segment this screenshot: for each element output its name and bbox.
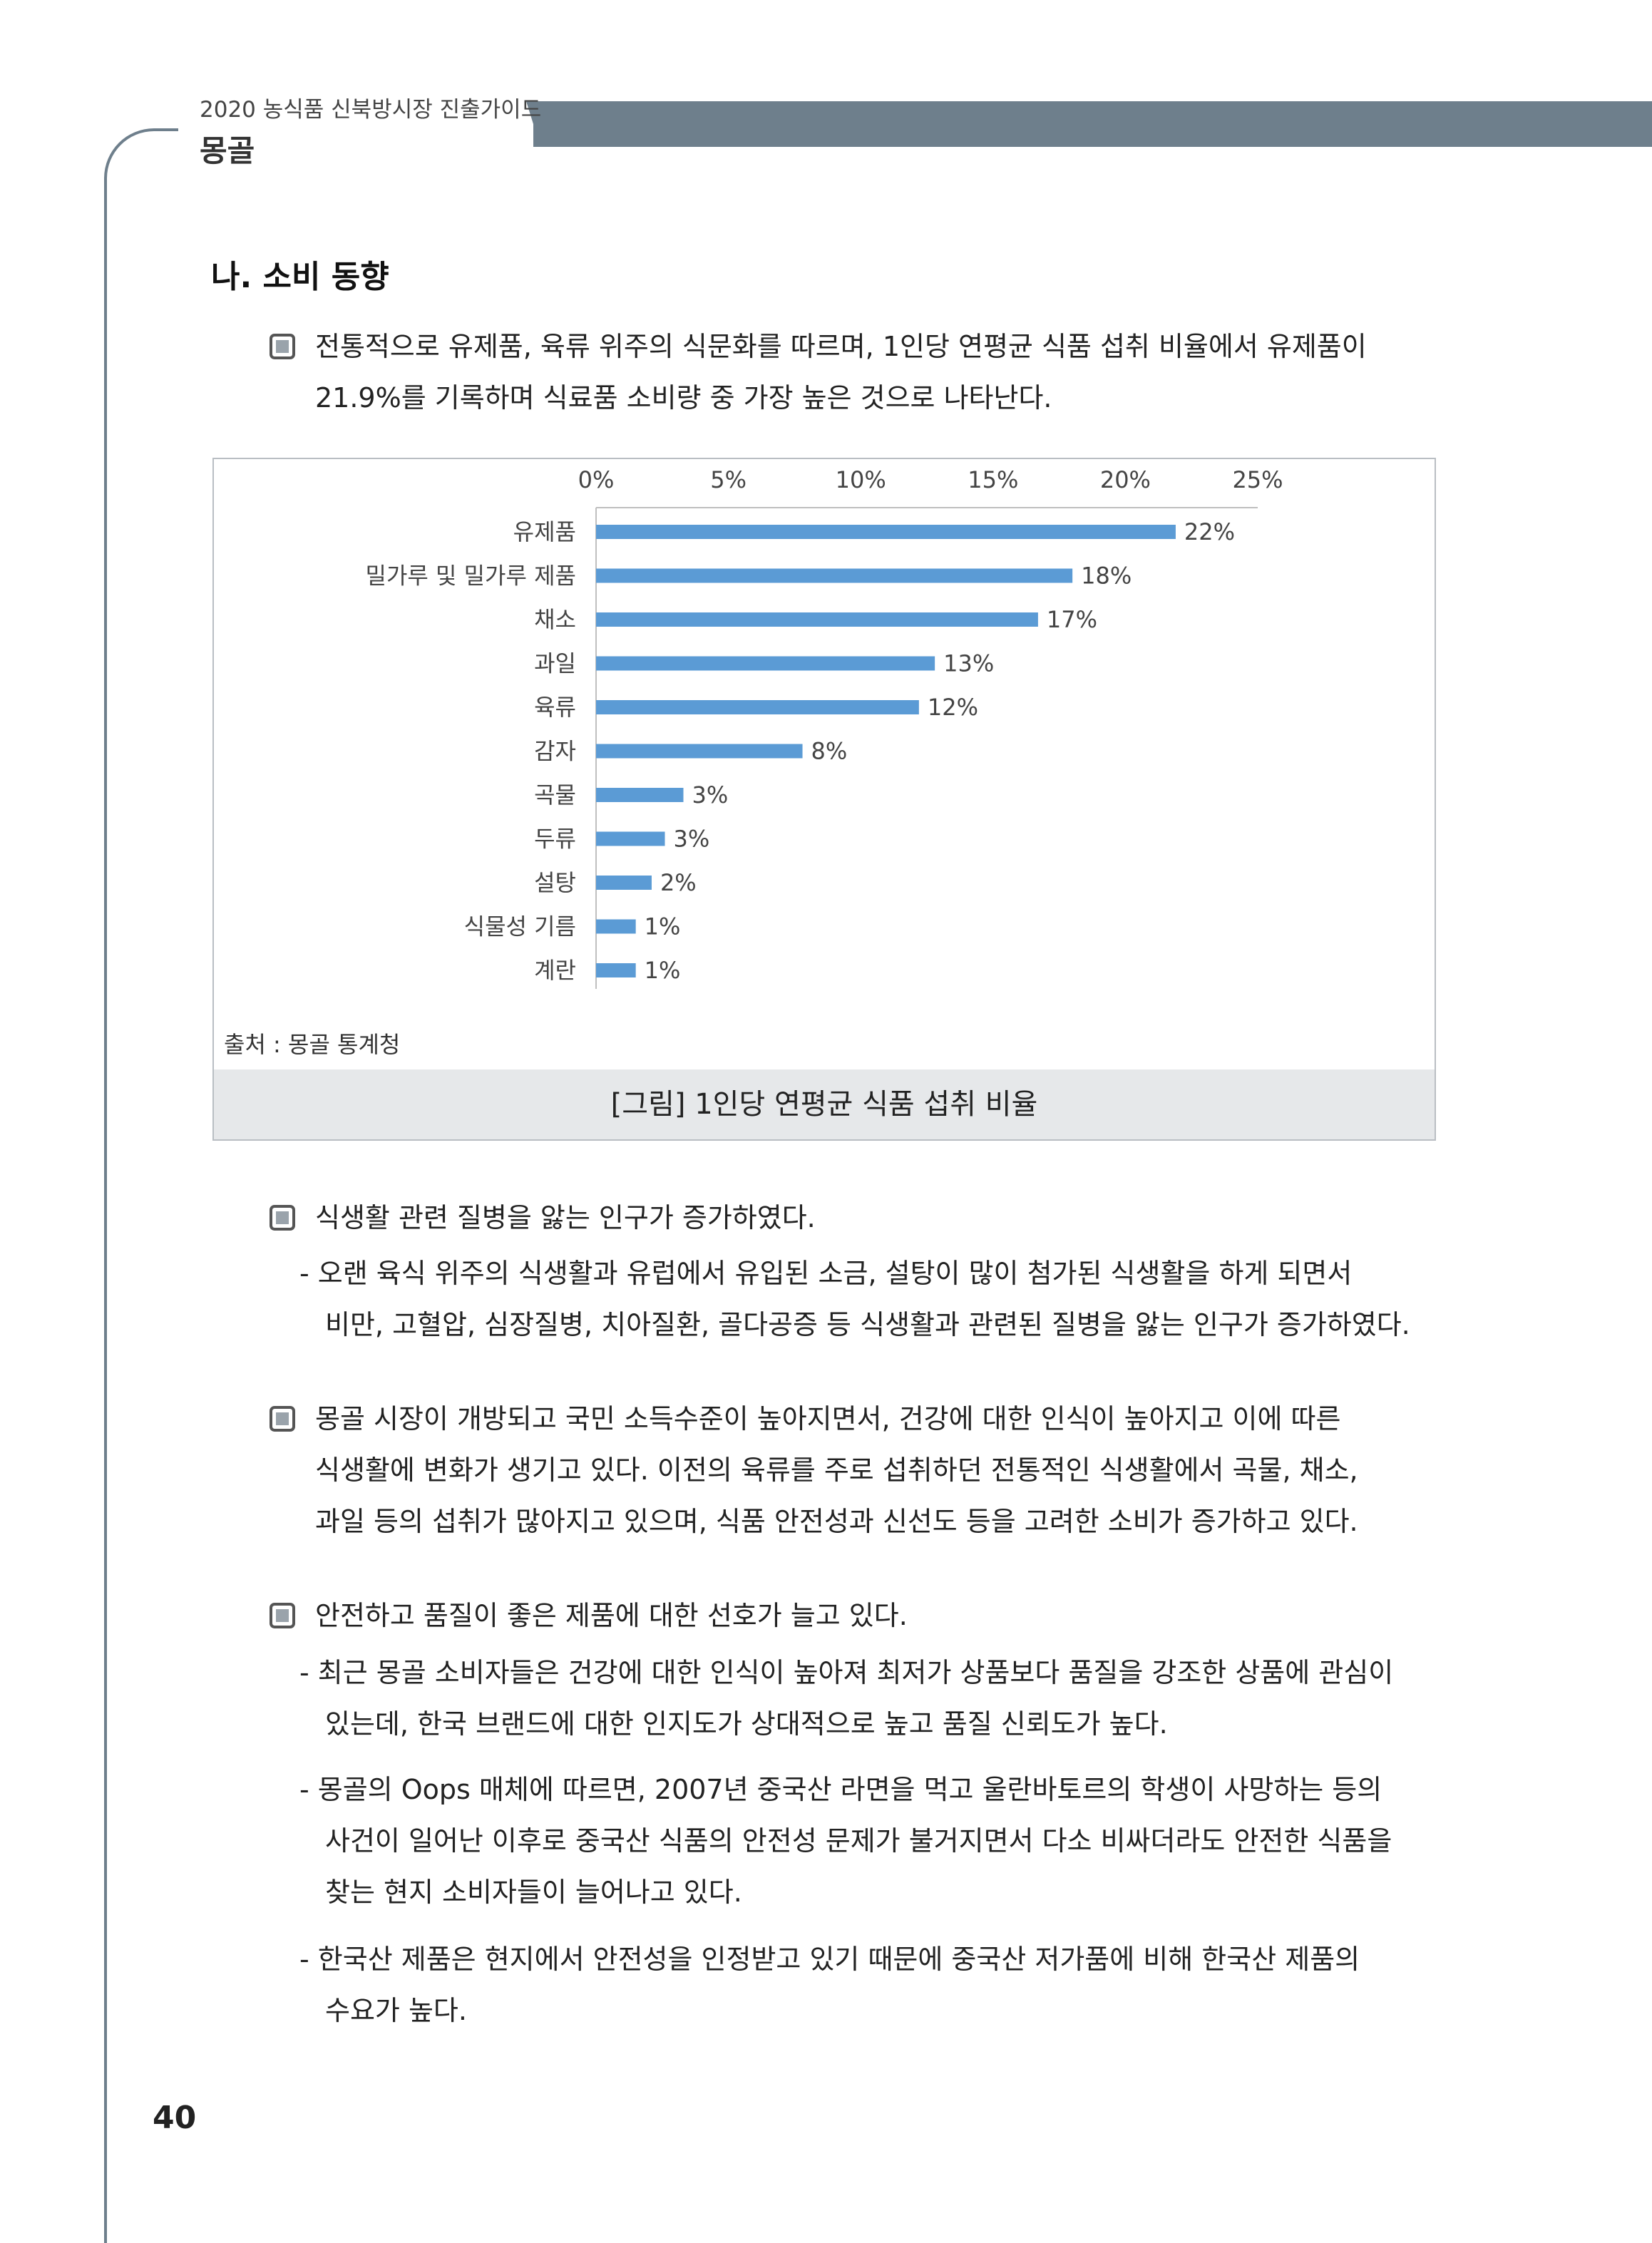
bar <box>596 568 1073 583</box>
category-label: 두류 <box>534 826 576 853</box>
sub-item: - 한국산 제품은 현지에서 안전성을 인정받고 있기 때문에 중국산 저가품에… <box>299 1934 1360 2036</box>
bar <box>596 876 652 890</box>
bullet-box-icon <box>270 334 295 359</box>
paragraph-line: 식생활에 변화가 생기고 있다. 이전의 육류를 주로 섭취하던 전통적인 식생… <box>315 1454 1358 1486</box>
sub-item-line: - 최근 몽골 소비자들은 건강에 대한 인식이 높아져 최저가 상품보다 품질… <box>299 1657 1394 1688</box>
country-title: 몽골 <box>200 133 255 168</box>
bar <box>596 831 665 846</box>
bar <box>596 525 1176 539</box>
category-label: 유제품 <box>513 518 576 545</box>
data-label: 2% <box>660 869 697 896</box>
figure-frame <box>212 458 1436 1141</box>
header-bar <box>533 101 1652 147</box>
bullet-paragraph: 식생활 관련 질병을 앓는 인구가 증가하였다. <box>315 1192 1435 1243</box>
x-tick-label: 10% <box>836 466 886 493</box>
bullet-paragraph: 안전하고 품질이 좋은 제품에 대한 선호가 늘고 있다. <box>315 1590 1435 1641</box>
bar <box>596 612 1038 627</box>
sub-item-line: - 한국산 제품은 현지에서 안전성을 인정받고 있기 때문에 중국산 저가품에… <box>299 1944 1360 1975</box>
margin-line <box>104 128 178 2243</box>
category-label: 밀가루 및 밀가루 제품 <box>366 563 576 590</box>
data-label: 1% <box>645 957 681 984</box>
section-heading: 나. 소비 동향 <box>211 259 389 295</box>
bar <box>596 744 803 759</box>
data-label: 12% <box>928 694 978 721</box>
bar <box>596 788 684 802</box>
data-label: 22% <box>1184 518 1235 545</box>
bar-chart: 0% 5% 10% 15% 20% 25% 유제품 22% 밀가루 및 밀가루 제품 18% 채소 1… <box>366 466 1283 989</box>
category-label: 식물성 기름 <box>464 913 576 940</box>
x-tick-label: 15% <box>968 466 1018 493</box>
sub-item-line: - 오랜 육식 위주의 식생활과 유럽에서 유입된 소금, 설탕이 많이 첨가된… <box>299 1258 1353 1289</box>
sub-item-line: 비만, 고혈압, 심장질병, 치아질환, 골다공증 등 식생활과 관련된 질병을… <box>325 1309 1410 1340</box>
paragraph-line: 몽골 시장이 개방되고 국민 소득수준이 높아지면서, 건강에 대한 인식이 높… <box>315 1403 1341 1434</box>
data-label: 8% <box>811 738 848 765</box>
data-label: 3% <box>692 781 728 809</box>
data-label: 13% <box>943 650 994 677</box>
figure-source: 출처 : 몽골 통계청 <box>224 1031 401 1058</box>
paragraph-line: 전통적으로 유제품, 육류 위주의 식문화를 따르며, 1인당 연평균 식품 섭… <box>315 331 1367 362</box>
data-label: 3% <box>674 826 710 853</box>
bullet-paragraph: 몽골 시장이 개방되고 국민 소득수준이 높아지면서, 건강에 대한 인식이 높… <box>315 1393 1435 1547</box>
sub-item: - 오랜 육식 위주의 식생활과 유럽에서 유입된 소금, 설탕이 많이 첨가된… <box>299 1248 1410 1350</box>
figure-caption: [그림] 1인당 연평균 식품 섭취 비율 <box>610 1088 1038 1121</box>
bullet-box-icon <box>270 1205 295 1231</box>
category-label: 육류 <box>534 694 576 721</box>
x-tick-label: 20% <box>1100 466 1151 493</box>
paragraph-line: 21.9%를 기록하며 식료품 소비량 중 가장 높은 것으로 나타난다. <box>315 382 1052 414</box>
sub-item: - 최근 몽골 소비자들은 건강에 대한 인식이 높아져 최저가 상품보다 품질… <box>299 1647 1393 1750</box>
category-label: 채소 <box>534 606 576 633</box>
data-label: 18% <box>1081 563 1132 590</box>
x-tick-label: 0% <box>578 466 615 493</box>
category-label: 계란 <box>534 957 576 984</box>
category-label: 감자 <box>534 738 576 765</box>
paragraph-line: 과일 등의 섭취가 많아지고 있으며, 식품 안전성과 신선도 등을 고려한 소… <box>315 1506 1358 1537</box>
x-tick-label: 5% <box>710 466 747 493</box>
bar <box>596 919 636 934</box>
x-tick-label: 25% <box>1232 466 1283 493</box>
paragraph-line: 식생활 관련 질병을 앓는 인구가 증가하였다. <box>315 1202 816 1233</box>
document-title: 2020 농식품 신북방시장 진출가이드 <box>200 97 542 123</box>
sub-item-line: 있는데, 한국 브랜드에 대한 인지도가 상대적으로 높고 품질 신뢰도가 높다… <box>325 1708 1168 1740</box>
data-label: 1% <box>645 913 681 940</box>
sub-item-line: 수요가 높다. <box>325 1995 467 2026</box>
category-label: 설탕 <box>534 869 576 896</box>
data-label: 17% <box>1047 606 1097 633</box>
bullet-box-icon <box>270 1603 295 1628</box>
paragraph-line: 안전하고 품질이 좋은 제품에 대한 선호가 늘고 있다. <box>315 1600 908 1631</box>
category-label: 곡물 <box>534 781 576 809</box>
category-label: 과일 <box>534 650 576 677</box>
sub-item-line: - 몽골의 Oops 매체에 따르면, 2007년 중국산 라면을 먹고 울란바… <box>299 1774 1382 1805</box>
bullet-paragraph: 전통적으로 유제품, 육류 위주의 식문화를 따르며, 1인당 연평균 식품 섭… <box>315 321 1435 424</box>
bullet-box-icon <box>270 1406 295 1432</box>
sub-item-line: 사건이 일어난 이후로 중국산 식품의 안전성 문제가 불거지면서 다소 비싸더… <box>325 1825 1392 1857</box>
page-number: 40 <box>153 2100 197 2136</box>
bar <box>596 656 935 671</box>
bar <box>596 700 919 714</box>
sub-item-line: 찾는 현지 소비자들이 늘어나고 있다. <box>325 1877 742 1908</box>
caption-band <box>214 1069 1435 1139</box>
bar <box>596 963 636 977</box>
sub-item: - 몽골의 Oops 매체에 따르면, 2007년 중국산 라면을 먹고 울란바… <box>299 1764 1392 1918</box>
